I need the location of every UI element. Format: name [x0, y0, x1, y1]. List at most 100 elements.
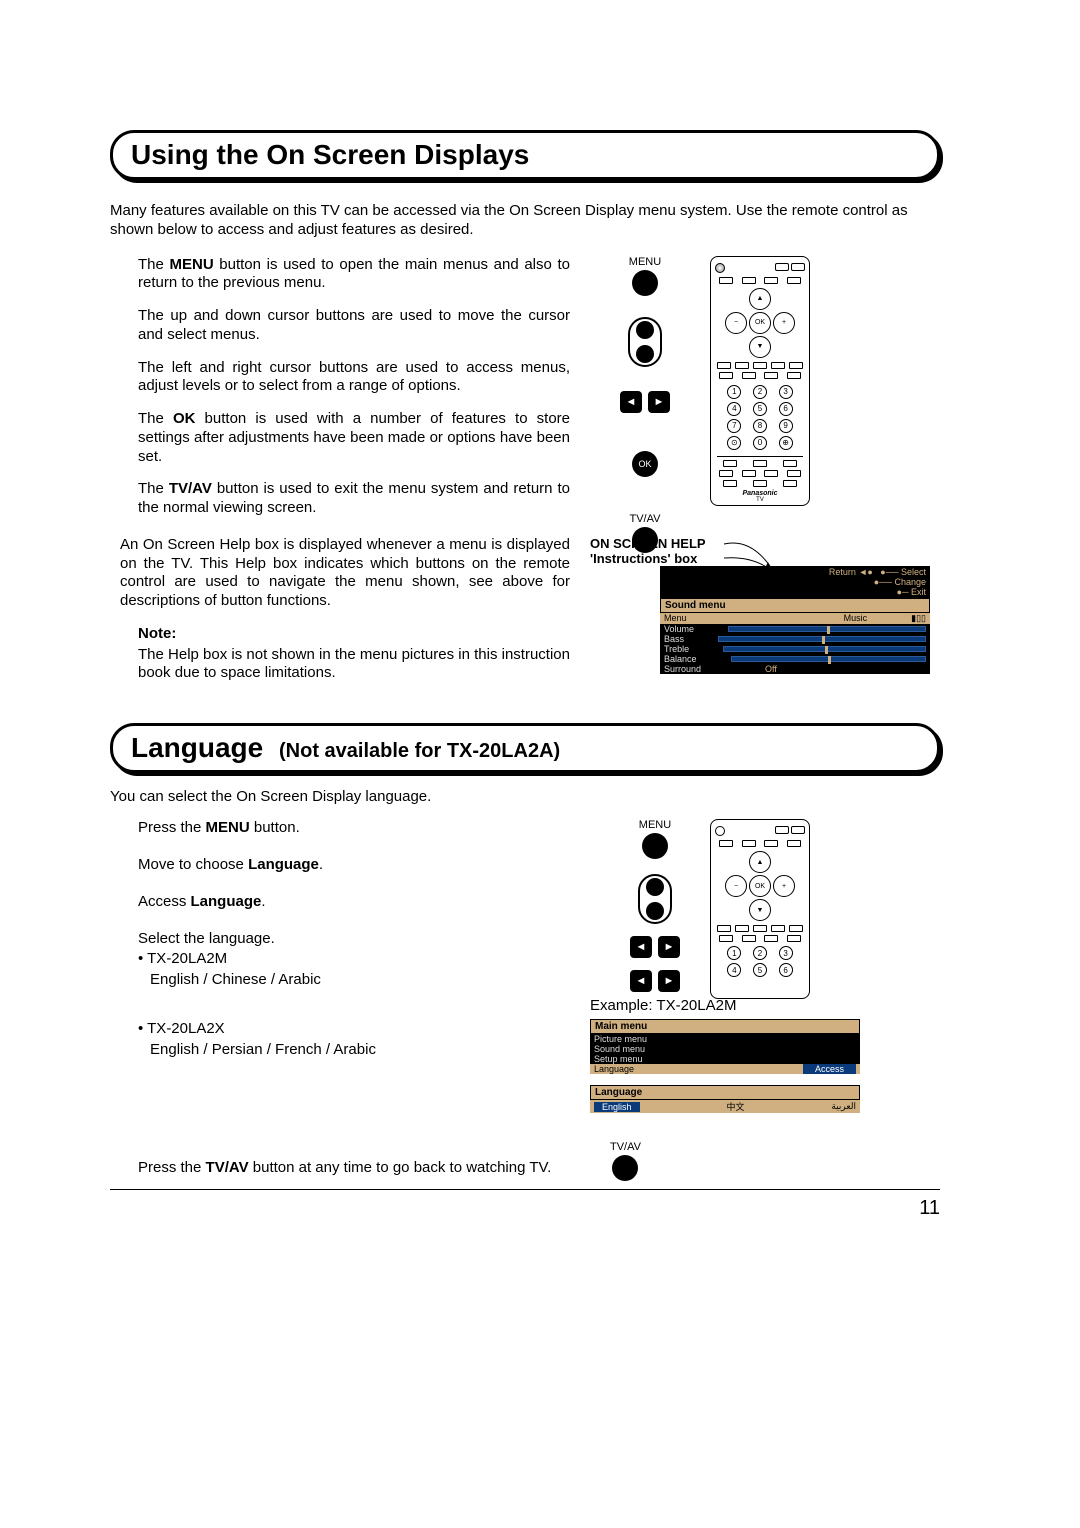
osd-row: Treble	[660, 644, 930, 654]
page-content: Using the On Screen Displays Many featur…	[110, 130, 940, 1227]
para-helpbox: An On Screen Help box is displayed whene…	[120, 536, 570, 611]
tvav-button-icon	[612, 1155, 638, 1181]
section1-left: The MENU button is used to open the main…	[110, 256, 570, 532]
remote-nav-pad: ▲ ▼ − + OK	[725, 288, 795, 358]
osd-row: Volume	[660, 624, 930, 634]
para-tvav: The TV/AV button is used to exit the men…	[138, 480, 570, 518]
remote-led-icon	[715, 826, 725, 836]
footer-rule	[110, 1189, 940, 1190]
remote-up-icon: ▲	[749, 851, 771, 873]
section1-columns: The MENU button is used to open the main…	[110, 256, 940, 532]
remote-led-icon	[715, 263, 725, 273]
remote-nav-pad: ▲ ▼ − + OK	[725, 851, 795, 921]
remote-diagram-small: ▲ ▼ − + OK	[710, 819, 810, 999]
right-arrow-icon: ►	[648, 391, 670, 413]
up-arrow-icon	[636, 321, 654, 339]
remote-tiny-btn-icon	[723, 480, 737, 487]
remote-tiny-btn-icon	[771, 362, 785, 369]
main-menu-item: Setup menu	[590, 1054, 860, 1064]
remote-num: 0	[753, 436, 767, 450]
main-menu-item: Picture menu	[590, 1034, 860, 1044]
remote-tiny-btn-icon	[764, 372, 778, 379]
leftright-button-icon: ◄ ►	[620, 391, 670, 413]
remote-tiny-btn-icon	[735, 362, 749, 369]
main-menu-box: Main menu Picture menu Sound menu Setup …	[590, 1019, 860, 1074]
section2-intro: You can select the On Screen Display lan…	[110, 787, 940, 807]
remote-tiny-btn-icon	[742, 277, 756, 284]
menu-button-icon	[632, 270, 658, 296]
remote-tiny-btn-icon	[719, 277, 733, 284]
remote-num: 1	[727, 946, 741, 960]
remote-num: 4	[727, 963, 741, 977]
remote-tiny-btn-icon	[753, 460, 767, 467]
help-box-col: An On Screen Help box is displayed whene…	[110, 536, 570, 697]
remote-num: ⊕	[779, 436, 793, 450]
remote-tiny-btn-icon	[764, 470, 778, 477]
remote-top-btn-icon	[791, 826, 805, 834]
model2: • TX-20LA2X	[138, 1020, 570, 1039]
remote-num: 8	[753, 419, 767, 433]
step2: Move to choose Language.	[138, 856, 570, 875]
remote-num: 6	[779, 402, 793, 416]
remote-tiny-btn-icon	[753, 480, 767, 487]
model1: • TX-20LA2M	[138, 950, 570, 969]
down-arrow-icon	[636, 345, 654, 363]
lang-menu-row: English 中文 العربية	[590, 1100, 860, 1113]
left-arrow-icon: ◄	[620, 391, 642, 413]
remote-tiny-btn-icon	[719, 470, 733, 477]
remote-tiny-btn-icon	[787, 372, 801, 379]
remote-tiny-btn-icon	[753, 362, 767, 369]
ok-button-icon: OK	[632, 451, 658, 477]
exit-instruction: Press the TV/AV button at any time to go…	[138, 1159, 638, 1193]
main-menu-item: Sound menu	[590, 1044, 860, 1054]
leftright-button-icon: ◄ ►	[630, 970, 680, 992]
remote-tv-label: TV	[715, 497, 805, 503]
remote-tiny-btn-icon	[742, 470, 756, 477]
remote-ok-icon: OK	[749, 312, 771, 334]
osd-row: Bass	[660, 634, 930, 644]
remote-num: 2	[753, 385, 767, 399]
remote-num: ⊙	[727, 436, 741, 450]
down-arrow-icon	[646, 902, 664, 920]
remote-tiny-btn-icon	[787, 935, 801, 942]
menu-button-icon	[642, 833, 668, 859]
tvav-label: TV/AV	[610, 513, 680, 525]
para-updown: The up and down cursor buttons are used …	[138, 307, 570, 345]
remote-right-icon: +	[773, 875, 795, 897]
main-menu-highlight: Language Access	[590, 1064, 860, 1074]
remote-num: 9	[779, 419, 793, 433]
model1-langs: English / Chinese / Arabic	[150, 971, 570, 990]
remote-tiny-btn-icon	[719, 840, 733, 847]
para-leftright: The left and right cursor buttons are us…	[138, 359, 570, 397]
remote-tiny-btn-icon	[742, 840, 756, 847]
remote-left-icon: −	[725, 875, 747, 897]
osd-instructions-row: Return ◄● ●── Select ●── Change ●─ Exit	[660, 566, 930, 598]
section2-title: Language (Not available for TX-20LA2A)	[131, 732, 919, 764]
remote-button-column-2: MENU ◄ ► ◄ ►	[620, 819, 690, 992]
remote-tiny-btn-icon	[783, 460, 797, 467]
left-arrow-icon: ◄	[630, 936, 652, 958]
osd-menu-body: Menu Music ▮▯▯ Volume Bass Treble Balanc…	[660, 613, 930, 674]
remote-top-btn-icon	[791, 263, 805, 271]
remote-ok-icon: OK	[749, 875, 771, 897]
remote-tiny-btn-icon	[787, 277, 801, 284]
remote-tiny-btn-icon	[735, 925, 749, 932]
mode-bars-icon: ▮▯▯	[911, 613, 926, 624]
model2-langs: English / Persian / French / Arabic	[150, 1041, 570, 1060]
lang-menu-title: Language	[590, 1085, 860, 1100]
osd-row: SurroundOff	[660, 664, 930, 674]
leftright-button-icon: ◄ ►	[630, 936, 680, 958]
remote-num: 2	[753, 946, 767, 960]
remote-tiny-btn-icon	[789, 925, 803, 932]
remote-number-grid: 1 2 3 4 5 6 7 8 9 ⊙ 0 ⊕	[723, 385, 797, 450]
remote-num: 5	[753, 402, 767, 416]
remote-tiny-btn-icon	[764, 277, 778, 284]
tvav-exit-icon: TV/AV	[610, 1141, 641, 1186]
remote-tiny-btn-icon	[771, 925, 785, 932]
section-header-osd: Using the On Screen Displays	[110, 130, 940, 180]
remote-num: 4	[727, 402, 741, 416]
remote-num: 7	[727, 419, 741, 433]
language-menu-box: Language English 中文 العربية	[590, 1085, 860, 1113]
remote-top-btn-icon	[775, 263, 789, 271]
para-ok: The OK button is used with a number of f…	[138, 410, 570, 466]
